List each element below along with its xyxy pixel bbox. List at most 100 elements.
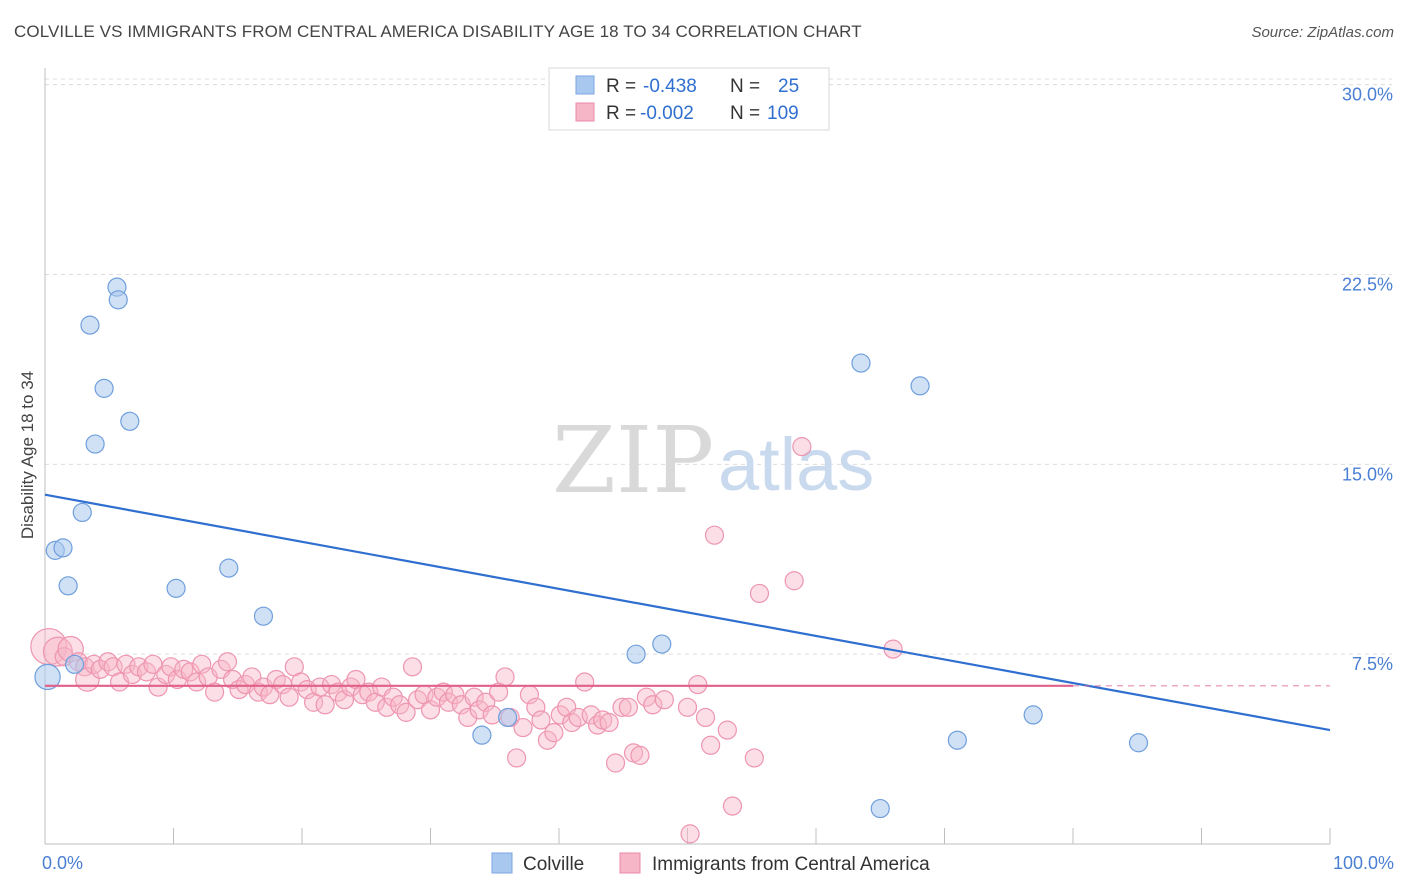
immigrants-point [618,697,638,717]
bottom-legend-label-immigrants: Immigrants from Central America [652,854,930,875]
colville-trend-line [44,493,1331,732]
immigrants-point [390,695,410,715]
immigrants-point [677,697,698,717]
watermark-atlas: atlas [718,423,874,506]
y-axis-label: Disability Age 18 to 34 [18,371,37,539]
colville-point [851,353,871,373]
source-label: Source: ZipAtlas.com [1251,24,1394,41]
immigrants-point [359,682,379,702]
colville-point [626,644,646,664]
immigrants-point [643,695,663,715]
colville-points [34,277,1149,819]
immigrants-point [654,690,674,710]
immigrants-point [701,735,721,755]
y-tick-label: 7.5% [1352,654,1393,674]
immigrants-point [136,662,157,682]
immigrants-points [30,437,903,844]
legend-n-label: N = [730,103,760,124]
immigrants-point [526,697,546,717]
immigrants-point [599,712,619,733]
immigrants-point [531,710,551,730]
legend-n-value: 109 [767,103,799,124]
immigrants-point [537,730,558,750]
colville-point [219,558,239,578]
colville-point [72,502,92,523]
immigrants-point [506,748,527,768]
immigrants-point [562,712,582,733]
watermark: ZIP atlas [552,407,874,514]
immigrants-point [749,583,770,604]
immigrants-point [217,652,238,672]
legend-n-value: 25 [778,76,799,97]
immigrants-point [717,720,737,740]
immigrants-point [792,437,812,457]
x-tick-label-min: 0.0% [42,853,83,873]
immigrants-point [605,753,626,773]
legend-r-label: R = [606,76,636,97]
watermark-zip: ZIP [552,407,714,514]
colville-point [34,663,61,691]
immigrants-point [464,687,484,707]
colville-point [53,538,73,558]
immigrants-point [784,571,804,591]
y-tick-labels: 7.5% 15.0% 22.5% 30.0% [1342,85,1393,675]
x-tick-label-max: 100.0% [1333,853,1394,873]
legend: R = -0.438 N = 25 R = -0.002 N = 109 [548,67,830,131]
legend-swatch-immigrants [575,102,595,122]
immigrants-point [469,700,489,720]
immigrants-point [476,692,496,712]
colville-point [652,634,672,654]
axes [44,68,1331,845]
y-tick-label: 22.5% [1342,274,1393,294]
colville-point [80,315,100,335]
immigrants-point [544,723,564,743]
immigrants-point [396,702,416,722]
immigrants-point [266,669,286,690]
immigrants-point [420,700,441,720]
bottom-legend-swatch-colville [491,852,513,874]
legend-n-label: N = [730,76,760,97]
immigrants-point [383,687,403,707]
colville-point [472,725,492,745]
colville-point [498,707,518,728]
bottom-legend-label-colville: Colville [523,854,584,875]
immigrants-point [328,682,348,702]
colville-point [94,378,114,398]
immigrants-point [402,657,423,677]
colville-point [85,434,105,454]
grid-lines [45,78,1392,655]
immigrants-point [122,664,142,685]
immigrants-point [722,796,743,816]
colville-point [58,576,78,596]
immigrants-point [630,745,650,766]
immigrants-point [688,674,708,695]
colville-point [64,654,85,674]
immigrants-point [458,707,478,728]
immigrants-point [581,705,601,725]
colville-point [870,798,890,819]
immigrants-point [321,674,342,695]
y-tick-label: 30.0% [1342,85,1393,105]
immigrants-point [680,824,700,844]
colville-point [120,411,140,431]
colville-point [108,290,128,310]
colville-point [1128,733,1149,753]
colville-point [910,376,930,396]
colville-point [253,606,274,626]
immigrants-point [513,717,533,738]
immigrants-point [205,682,225,702]
immigrants-point [408,690,428,710]
immigrants-point [334,690,355,710]
chart-title: COLVILLE VS IMMIGRANTS FROM CENTRAL AMER… [14,22,862,41]
immigrants-point [315,695,335,715]
immigrants-point [84,654,104,674]
legend-r-value: -0.002 [640,103,694,124]
immigrants-point [695,707,716,728]
immigrants-point [192,654,212,674]
immigrants-point [704,525,725,545]
immigrants-point [279,687,299,707]
immigrants-point [433,682,453,702]
immigrants-point [310,677,330,697]
bottom-legend-swatch-immigrants [619,852,641,874]
